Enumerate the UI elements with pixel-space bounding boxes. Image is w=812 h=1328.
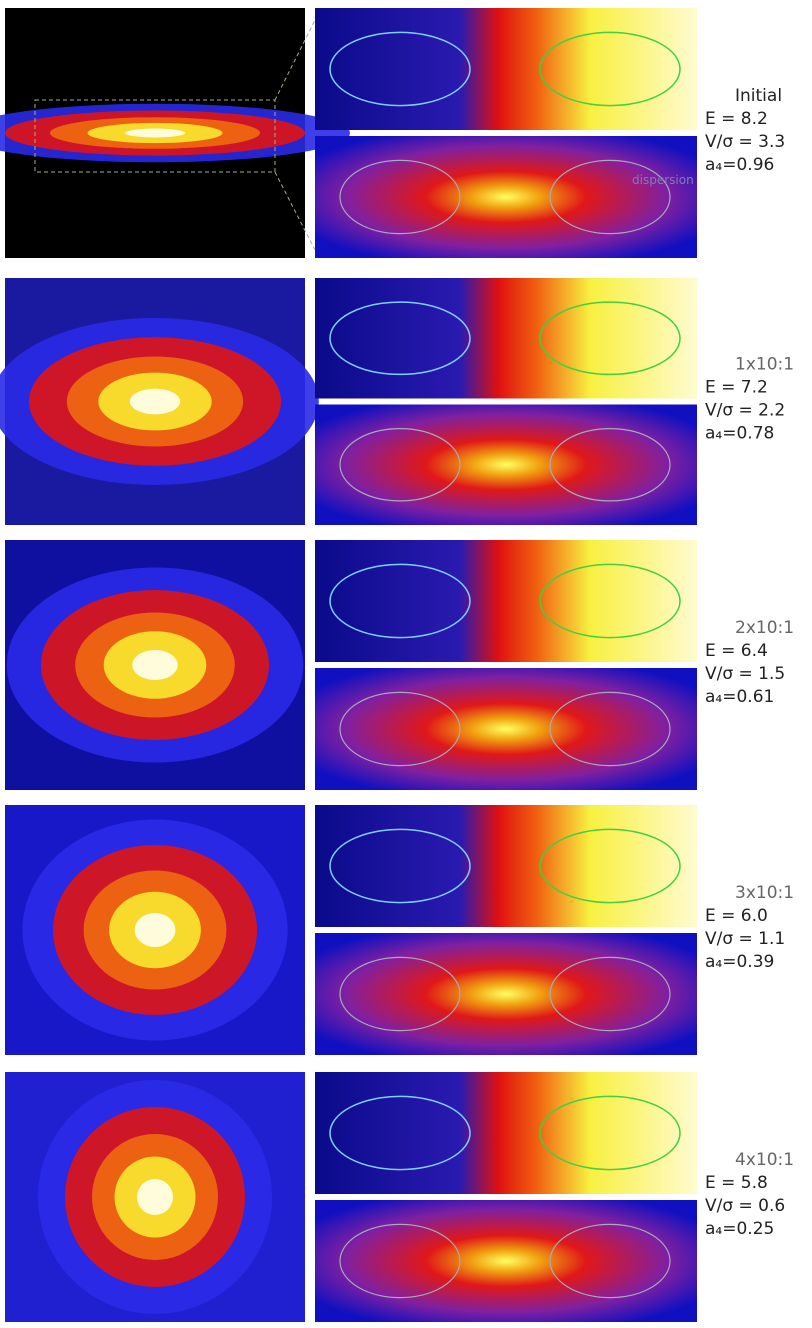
contour xyxy=(539,301,681,376)
contour xyxy=(549,428,671,502)
ellipticity: E = 5.8 xyxy=(705,1173,768,1193)
dispersion-map xyxy=(315,668,697,790)
zoom-box xyxy=(34,99,276,173)
isophote xyxy=(129,388,181,415)
contour xyxy=(549,956,671,1032)
velocity-map xyxy=(315,805,697,927)
contour xyxy=(539,1095,681,1171)
a4-value: a₄=0.61 xyxy=(705,687,774,707)
dispersion-label: dispersion xyxy=(632,173,694,187)
isophote xyxy=(137,1179,173,1215)
v-over-sigma: V/σ = 1.1 xyxy=(705,929,785,949)
ellipticity: E = 8.2 xyxy=(705,109,768,129)
a4-value: a₄=0.25 xyxy=(705,1219,774,1239)
ellipticity: E = 7.2 xyxy=(705,378,768,398)
contour xyxy=(329,301,471,376)
dispersion-map xyxy=(315,136,697,258)
a4-value: a₄=0.78 xyxy=(705,424,774,444)
isophote xyxy=(134,913,176,947)
contour xyxy=(339,1223,461,1299)
dispersion-map xyxy=(315,1200,697,1322)
contour xyxy=(549,1223,671,1299)
contour xyxy=(539,828,681,904)
velocity-map xyxy=(315,540,697,662)
v-over-sigma: V/σ = 3.3 xyxy=(705,132,785,152)
ellipticity: E = 6.4 xyxy=(705,641,768,661)
contour xyxy=(539,563,681,639)
ellipticity: E = 6.0 xyxy=(705,906,768,926)
contour xyxy=(329,828,471,904)
isophote xyxy=(125,128,185,138)
a4-value: a₄=0.96 xyxy=(705,155,774,175)
isophote xyxy=(132,650,178,680)
contour xyxy=(339,691,461,767)
velocity-map xyxy=(315,1072,697,1194)
contour xyxy=(329,563,471,639)
velocity-map xyxy=(315,278,697,399)
contour xyxy=(329,1095,471,1171)
dispersion-map xyxy=(315,404,697,525)
contour xyxy=(339,159,461,235)
a4-value: a₄=0.39 xyxy=(705,952,774,972)
row-label: 1x10:1 xyxy=(735,355,794,375)
v-over-sigma: V/σ = 2.2 xyxy=(705,401,785,421)
v-over-sigma: V/σ = 1.5 xyxy=(705,664,785,684)
dispersion-map xyxy=(315,933,697,1055)
row-label: 3x10:1 xyxy=(735,883,794,903)
contour xyxy=(549,691,671,767)
contour xyxy=(539,31,681,107)
v-over-sigma: V/σ = 0.6 xyxy=(705,1196,785,1216)
row-label: 4x10:1 xyxy=(735,1150,794,1170)
row-label: 2x10:1 xyxy=(735,618,794,638)
contour xyxy=(549,159,671,235)
row-label: Initial xyxy=(735,86,782,106)
contour xyxy=(339,956,461,1032)
velocity-map xyxy=(315,8,697,130)
zoom-line xyxy=(274,19,316,101)
zoom-line xyxy=(274,171,316,251)
contour xyxy=(339,428,461,502)
contour xyxy=(329,31,471,107)
